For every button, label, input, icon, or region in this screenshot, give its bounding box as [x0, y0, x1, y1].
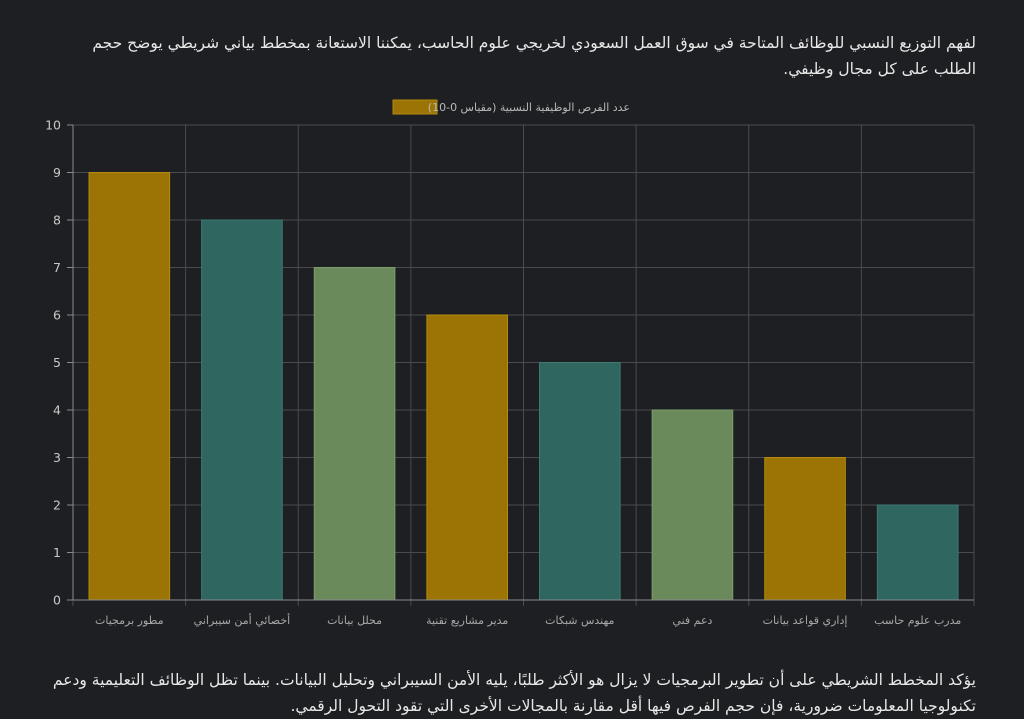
bar[interactable] [88, 172, 171, 601]
legend-label: عدد الفرص الوظيفية النسبية (مقياس 0-10) [428, 101, 630, 114]
x-tick-label: إداري قواعد بيانات [763, 614, 848, 627]
intro-paragraph: لفهم التوزيع النسبي للوظائف المتاحة في س… [92, 33, 976, 78]
x-tick-label: محلل بيانات [327, 614, 382, 627]
chart-legend[interactable]: عدد الفرص الوظيفية النسبية (مقياس 0-10) [392, 99, 630, 115]
chart-bars [88, 172, 959, 601]
chart-axes: 0 1 2 3 4 5 6 7 8 9 10 مطور برمجيات أخصائي أمن سيبرا… [45, 118, 974, 627]
x-tick-label: أخصائي أمن سيبراني [194, 613, 291, 627]
y-tick-label: 0 [53, 593, 61, 608]
y-tick-label: 7 [53, 260, 61, 275]
bar[interactable] [651, 409, 734, 601]
y-tick-label: 2 [53, 498, 61, 513]
x-tick-label: مهندس شبكات [545, 614, 614, 627]
y-tick-label: 6 [53, 308, 61, 323]
conclusion-paragraph: يؤكد المخطط الشريطي على أن تطوير البرمجي… [52, 670, 976, 715]
bar[interactable] [876, 504, 959, 601]
bar[interactable] [426, 314, 508, 601]
y-tick-label: 1 [53, 545, 61, 560]
bar[interactable] [313, 267, 396, 601]
legend-swatch[interactable] [392, 99, 438, 115]
x-tick-label: مطور برمجيات [95, 614, 164, 627]
x-tick-label: مدير مشاريع تقنية [426, 614, 508, 627]
bar[interactable] [764, 457, 846, 601]
x-tick-label: دعم فني [672, 614, 712, 627]
y-tick-label: 5 [53, 355, 61, 370]
bar-chart: 0 1 2 3 4 5 6 7 8 9 10 مطور برمجيات أخصائي أمن سيبرا… [45, 99, 975, 627]
bar[interactable] [539, 362, 621, 601]
x-tick-label: مدرب علوم حاسب [874, 614, 961, 627]
bar[interactable] [201, 219, 283, 601]
y-tick-label: 9 [53, 165, 61, 180]
y-tick-label: 10 [45, 118, 61, 133]
y-tick-label: 8 [53, 213, 61, 228]
y-tick-label: 3 [53, 450, 61, 465]
y-tick-label: 4 [53, 403, 61, 418]
